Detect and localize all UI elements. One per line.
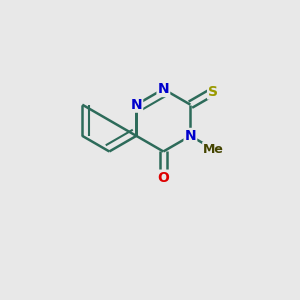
Text: O: O: [158, 171, 169, 184]
Text: Me: Me: [203, 143, 224, 156]
Text: N: N: [158, 82, 169, 96]
Text: N: N: [184, 129, 196, 143]
Text: N: N: [130, 98, 142, 112]
Text: S: S: [208, 85, 218, 99]
